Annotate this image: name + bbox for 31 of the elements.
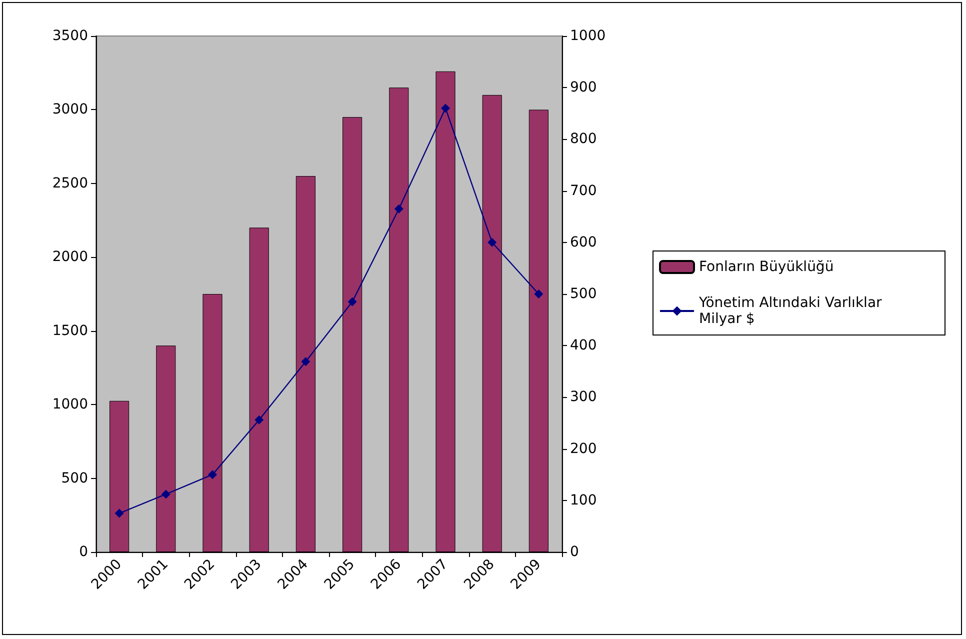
legend-label: Fonların Büyüklüğü	[699, 259, 834, 275]
y-tick-label: 3000	[52, 102, 88, 118]
y2-tick-label: 400	[570, 338, 597, 354]
y-tick-label: 500	[61, 470, 88, 486]
point	[441, 104, 450, 113]
legend-label: Yönetim Altındaki Varlıklar Milyar $	[698, 295, 886, 327]
y2-tick-label: 200	[570, 440, 597, 457]
y-tick-label: 2000	[52, 249, 88, 266]
point	[394, 204, 404, 214]
point	[114, 508, 124, 518]
y2-tick-label: 600	[570, 234, 597, 250]
y2-tick-label: 1000	[570, 28, 606, 44]
y2-tick-label: 900	[570, 80, 597, 96]
point	[254, 415, 264, 424]
y-tick-label: 2500	[52, 175, 88, 192]
point	[301, 357, 310, 366]
point	[161, 490, 170, 499]
point	[534, 290, 544, 298]
y2-tick-label: 100	[570, 492, 597, 508]
y-tick-label: 0	[79, 544, 88, 560]
point	[348, 297, 357, 306]
point	[208, 470, 217, 480]
y-tick-label: 1000	[52, 396, 88, 413]
y2-tick-label: 800	[570, 131, 597, 148]
y2-tick-label: 700	[570, 182, 597, 199]
y2-tick-label: 300	[570, 389, 597, 406]
y2-tick-label: 500	[570, 286, 597, 302]
point	[488, 238, 497, 247]
y2-tick-label: 0	[570, 544, 579, 560]
y-tick-label: 1500	[52, 322, 88, 339]
y-tick-label: 3500	[52, 28, 88, 44]
